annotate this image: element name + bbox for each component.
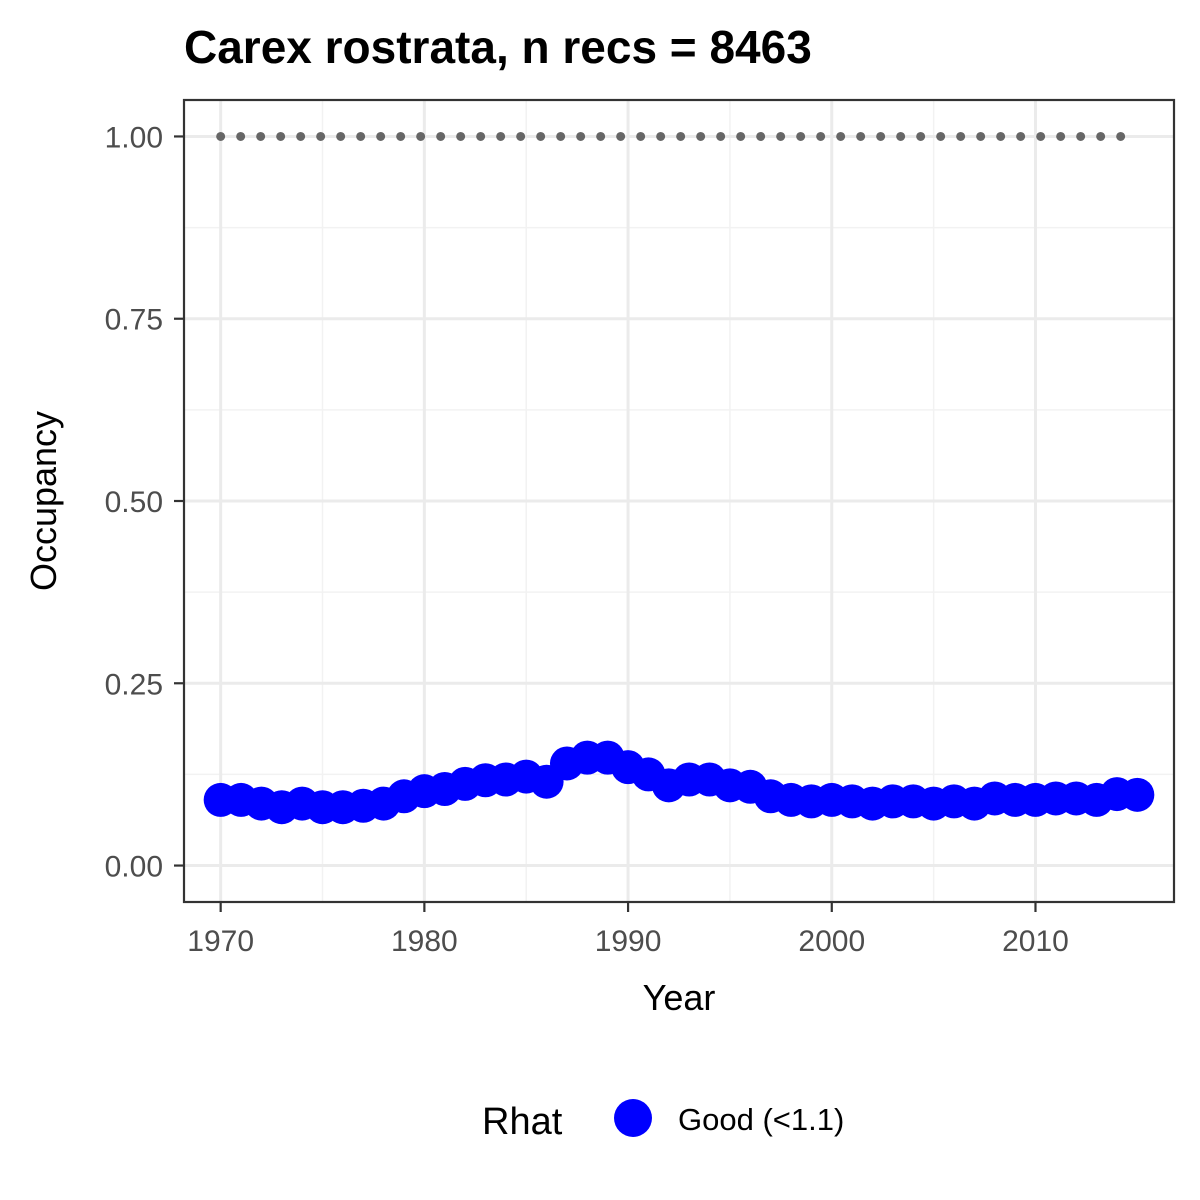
y-axis-title: Occupancy: [23, 411, 64, 591]
legend-key-good: [614, 1099, 652, 1137]
y-tick-label: 0.00: [105, 851, 163, 884]
chart-title: Carex rostrata, n recs = 8463: [184, 21, 812, 73]
legend-title: Rhat: [482, 1101, 563, 1143]
y-axis: 0.00 0.25 0.50 0.75 1.00: [105, 121, 184, 884]
series-layer: [203, 131, 1155, 825]
x-tick-label: 1970: [187, 925, 254, 958]
x-tick-label: 1980: [391, 925, 458, 958]
y-tick-label: 0.75: [105, 304, 163, 337]
y-tick-label: 1.00: [105, 121, 163, 154]
x-tick-label: 1990: [595, 925, 662, 958]
occupancy-point: [1120, 777, 1155, 812]
y-tick-label: 0.25: [105, 668, 163, 701]
legend: Rhat Good (<1.1): [482, 1099, 844, 1143]
x-axis-title: Year: [643, 977, 716, 1018]
x-tick-label: 2000: [798, 925, 865, 958]
x-axis: 1970 1980 1990 2000 2010: [187, 902, 1069, 958]
plot-panel: [182, 98, 1176, 904]
y-tick-label: 0.50: [105, 486, 163, 519]
x-tick-label: 2010: [1002, 925, 1069, 958]
legend-label-good: Good (<1.1): [678, 1102, 844, 1137]
